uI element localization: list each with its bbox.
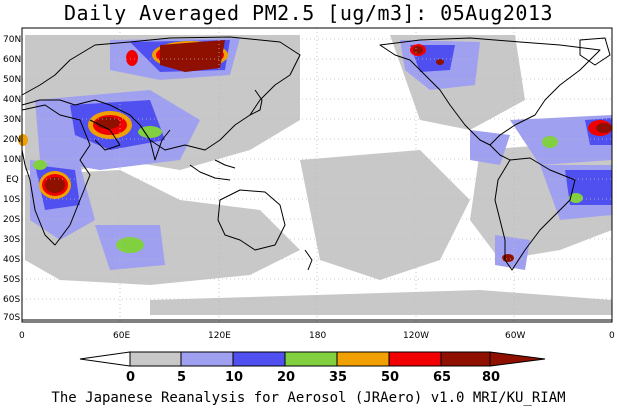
lat-label: 30N	[3, 115, 21, 125]
colorbar-segment	[284, 351, 338, 367]
colorbar-segment	[180, 351, 234, 367]
grid-lines	[22, 28, 612, 322]
shade-level-80	[502, 254, 514, 262]
colorbar-label: 65	[433, 370, 451, 385]
shade-level-5	[25, 170, 300, 285]
coastlines	[21, 36, 612, 321]
lon-label: 180	[309, 331, 326, 341]
shade-level-35	[116, 237, 144, 253]
shade-level-80	[596, 123, 612, 133]
lat-label: 20S	[3, 215, 20, 225]
shade-level-80	[413, 46, 423, 54]
shade-level-80	[160, 40, 225, 72]
lon-label: 120E	[208, 331, 231, 341]
colorbar	[79, 351, 546, 367]
shade-level-50	[18, 134, 28, 146]
lat-label: EQ	[6, 175, 19, 185]
chart-title: Daily Averaged PM2.5 [ug/m3]: 05Aug2013	[63, 1, 554, 25]
colorbar-segment	[232, 351, 286, 367]
pm25-shading	[18, 35, 612, 315]
colorbar-label: 20	[277, 370, 295, 385]
colorbar-label: 80	[482, 370, 500, 385]
lon-label: 0	[609, 331, 615, 341]
colorbar-label: 10	[225, 370, 243, 385]
shade-level-65	[126, 50, 138, 66]
lat-label: 70N	[3, 35, 21, 45]
lat-label: 40S	[3, 255, 20, 265]
colorbar-label: 35	[329, 370, 347, 385]
shade-level-35	[569, 193, 583, 203]
shade-level-10	[495, 235, 530, 270]
lat-axis: 70N 60N 50N 40N 30N 20N 10N EQ 10S 20S 3…	[3, 35, 21, 323]
lon-label: 0	[19, 331, 25, 341]
shade-level-10	[470, 130, 510, 165]
colorbar-label: 50	[381, 370, 399, 385]
colorbar-segment	[489, 351, 546, 367]
colorbar-label: 5	[177, 370, 186, 385]
shade-level-5	[150, 290, 612, 315]
colorbar-segment	[79, 351, 131, 367]
lon-label: 60E	[113, 331, 130, 341]
shade-level-80	[436, 59, 444, 65]
colorbar-segment	[129, 351, 182, 367]
colorbar-segment	[388, 351, 442, 367]
shade-level-80	[45, 177, 65, 193]
shade-level-35	[138, 126, 162, 138]
lat-label: 10N	[3, 155, 21, 165]
colorbar-ticks: 0 5 10 20 35 50 65 80	[126, 370, 500, 385]
lat-label: 40N	[3, 95, 21, 105]
shade-level-5	[300, 150, 470, 280]
lat-label: 20N	[3, 135, 21, 145]
lat-label: 50N	[3, 75, 21, 85]
lat-label: 30S	[3, 235, 20, 245]
lat-label: 10S	[3, 195, 20, 205]
lat-label: 60N	[3, 55, 21, 65]
lat-label: 50S	[3, 275, 20, 285]
data-source-footer: The Japanese Reanalysis for Aerosol (JRA…	[51, 390, 566, 406]
map-frame	[21, 27, 613, 323]
lon-label: 60W	[505, 331, 525, 341]
shade-level-35	[542, 136, 558, 148]
shade-level-80	[96, 117, 120, 129]
colorbar-label: 0	[126, 370, 135, 385]
lat-label: 70S	[3, 313, 20, 323]
lon-label: 120W	[403, 331, 429, 341]
lon-axis: 0 60E 120E 180 120W 60W 0	[19, 331, 615, 341]
shade-level-35	[33, 160, 47, 170]
lat-label: 60S	[3, 295, 20, 305]
colorbar-segment	[336, 351, 390, 367]
colorbar-segment	[440, 351, 491, 367]
